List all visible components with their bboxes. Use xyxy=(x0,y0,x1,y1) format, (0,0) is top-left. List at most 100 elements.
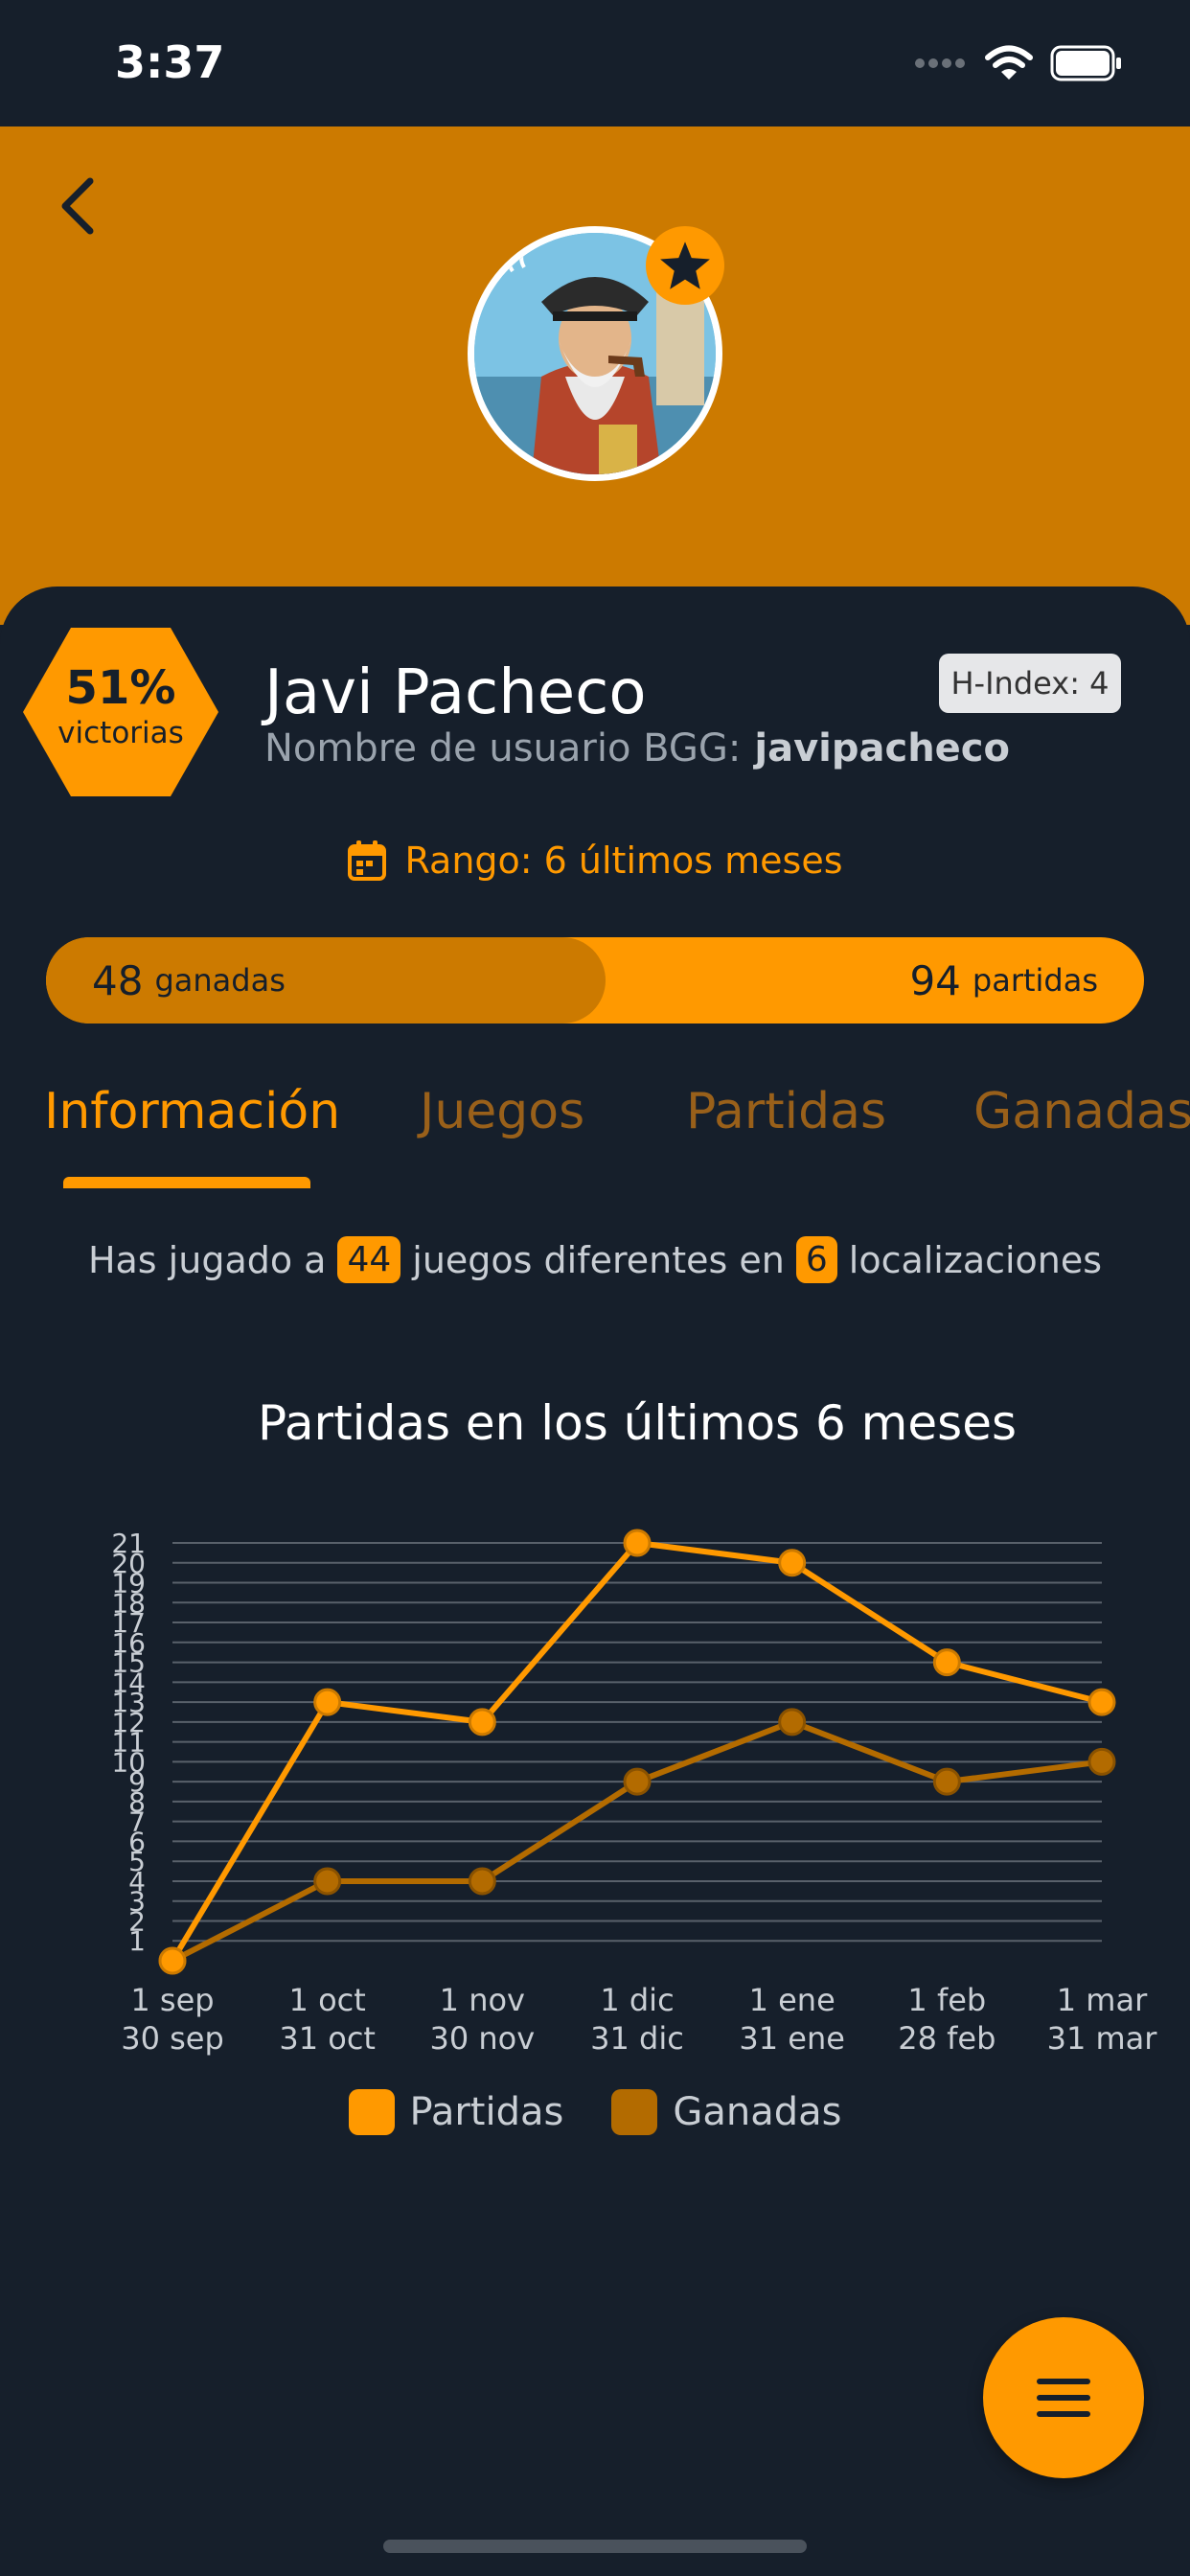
home-indicator[interactable] xyxy=(383,2540,807,2553)
point-partidas-4 xyxy=(778,1549,807,1577)
games-count-chip: 44 xyxy=(337,1236,401,1283)
point-ganadas-2 xyxy=(468,1867,496,1896)
plays-count: 94 partidas xyxy=(909,937,1098,1024)
point-ganadas-5 xyxy=(932,1767,961,1796)
y-tick-label-18: 18 xyxy=(111,1587,146,1619)
date-range-selector[interactable]: Rango: 6 últimos meses xyxy=(0,840,1190,882)
y-tick-label-12: 12 xyxy=(111,1707,146,1738)
x-tick-label-4-end: 31 ene xyxy=(739,2020,845,2057)
bgg-username-row: Nombre de usuario BGG: javipacheco xyxy=(264,726,1010,770)
tab-bar: Información Juegos Partidas Ganadas xyxy=(0,1073,1190,1198)
calendar-icon xyxy=(348,840,387,881)
x-tick-label-5-start: 1 feb xyxy=(907,1982,986,2018)
win-rate-label: victorias xyxy=(57,716,184,750)
y-tick-label-1: 1 xyxy=(128,1925,146,1957)
y-tick-label-5: 5 xyxy=(128,1846,146,1877)
avatar-container xyxy=(468,226,724,481)
y-tick-label-3: 3 xyxy=(128,1886,146,1918)
player-name: Javi Pacheco xyxy=(264,657,647,728)
profile-card xyxy=(0,586,1190,2576)
tab-partidas[interactable]: Partidas xyxy=(686,1083,887,1140)
plays-number: 94 xyxy=(909,956,961,1004)
y-tick-label-14: 14 xyxy=(111,1667,146,1698)
y-tick-label-7: 7 xyxy=(128,1806,146,1838)
x-tick-label-6-start: 1 mar xyxy=(1057,1982,1148,2018)
wins-count: 48 ganadas xyxy=(92,937,286,1024)
status-time: 3:37 xyxy=(115,36,225,88)
tab-juegos[interactable]: Juegos xyxy=(420,1083,585,1140)
status-icons xyxy=(914,42,1123,84)
h-index-badge: H-Index: 4 xyxy=(939,654,1121,713)
legend-swatch-partidas xyxy=(348,2089,395,2135)
y-tick-label-20: 20 xyxy=(111,1548,146,1579)
y-tick-label-13: 13 xyxy=(111,1687,146,1718)
wins-label: ganadas xyxy=(154,962,286,999)
x-tick-label-6-end: 31 mar xyxy=(1047,2020,1158,2057)
legend-label-ganadas: Ganadas xyxy=(673,2090,842,2134)
wins-number: 48 xyxy=(92,956,144,1004)
x-tick-label-1-start: 1 oct xyxy=(289,1982,366,2018)
x-tick-label-5-end: 28 feb xyxy=(898,2020,995,2057)
point-ganadas-6 xyxy=(1087,1747,1116,1776)
date-range-label: Rango: 6 últimos meses xyxy=(404,840,843,882)
legend-item-partidas[interactable]: Partidas xyxy=(348,2089,564,2135)
x-tick-label-3-end: 31 dic xyxy=(590,2020,684,2057)
summary-line: Has jugado a 44 juegos diferentes en 6 l… xyxy=(0,1236,1190,1283)
x-tick-label-0-start: 1 sep xyxy=(130,1982,214,2018)
star-icon xyxy=(660,242,710,289)
menu-fab-button[interactable] xyxy=(983,2317,1144,2478)
y-tick-label-15: 15 xyxy=(111,1647,146,1679)
point-partidas-3 xyxy=(623,1529,652,1557)
chevron-left-icon xyxy=(61,177,94,235)
back-button[interactable] xyxy=(38,168,115,244)
y-tick-label-11: 11 xyxy=(111,1727,146,1759)
series-line-partidas xyxy=(170,1540,1103,1963)
legend-label-partidas: Partidas xyxy=(409,2090,564,2134)
wins-progress-fill xyxy=(46,937,606,1024)
point-ganadas-1 xyxy=(313,1867,342,1896)
y-tick-label-9: 9 xyxy=(128,1766,146,1798)
status-bar: 3:37 xyxy=(0,0,1190,126)
summary-text-3: localizaciones xyxy=(848,1238,1103,1281)
summary-text-2: juegos diferentes en xyxy=(412,1238,785,1281)
win-rate-hexagon xyxy=(23,628,218,796)
point-partidas-6 xyxy=(1087,1688,1116,1716)
tab-ganadas[interactable]: Ganadas xyxy=(973,1083,1190,1140)
legend-swatch-ganadas xyxy=(611,2089,658,2135)
y-tick-label-17: 17 xyxy=(111,1607,146,1639)
point-partidas-2 xyxy=(468,1708,496,1736)
y-tick-label-19: 19 xyxy=(111,1568,146,1599)
y-tick-label-21: 21 xyxy=(111,1528,146,1559)
point-partidas-5 xyxy=(932,1648,961,1677)
point-ganadas-4 xyxy=(778,1708,807,1736)
active-tab-indicator xyxy=(63,1177,310,1188)
y-tick-label-8: 8 xyxy=(128,1786,146,1818)
point-partidas-0 xyxy=(158,1946,187,1975)
locations-count-chip: 6 xyxy=(795,1236,837,1283)
x-tick-label-4-start: 1 ene xyxy=(749,1982,835,2018)
tab-informacion[interactable]: Información xyxy=(44,1083,341,1140)
win-rate-percent: 51% xyxy=(65,661,176,715)
signal-icon xyxy=(915,58,965,68)
x-tick-label-2-start: 1 nov xyxy=(440,1982,525,2018)
x-tick-label-0-end: 30 sep xyxy=(121,2020,224,2057)
battery-icon xyxy=(1050,45,1121,81)
wifi-icon xyxy=(985,45,1033,80)
x-tick-label-3-start: 1 dic xyxy=(600,1982,674,2018)
chart-legend: Partidas Ganadas xyxy=(0,2089,1190,2135)
y-tick-label-2: 2 xyxy=(128,1905,146,1937)
y-tick-label-6: 6 xyxy=(128,1826,146,1857)
legend-item-ganadas[interactable]: Ganadas xyxy=(611,2089,841,2135)
plays-label: partidas xyxy=(972,962,1098,999)
x-tick-label-1-end: 31 oct xyxy=(279,2020,376,2057)
win-rate: 51% victorias xyxy=(23,661,218,751)
hamburger-menu-icon xyxy=(1037,2379,1090,2417)
favorite-badge[interactable] xyxy=(646,226,724,305)
bgg-username-label: Nombre de usuario BGG: xyxy=(264,726,742,770)
point-ganadas-3 xyxy=(623,1767,652,1796)
summary-text-1: Has jugado a xyxy=(87,1238,327,1281)
bgg-username: javipacheco xyxy=(754,726,1010,770)
x-tick-label-2-end: 30 nov xyxy=(429,2020,535,2057)
chart-title: Partidas en los últimos 6 meses xyxy=(257,1395,1018,1451)
